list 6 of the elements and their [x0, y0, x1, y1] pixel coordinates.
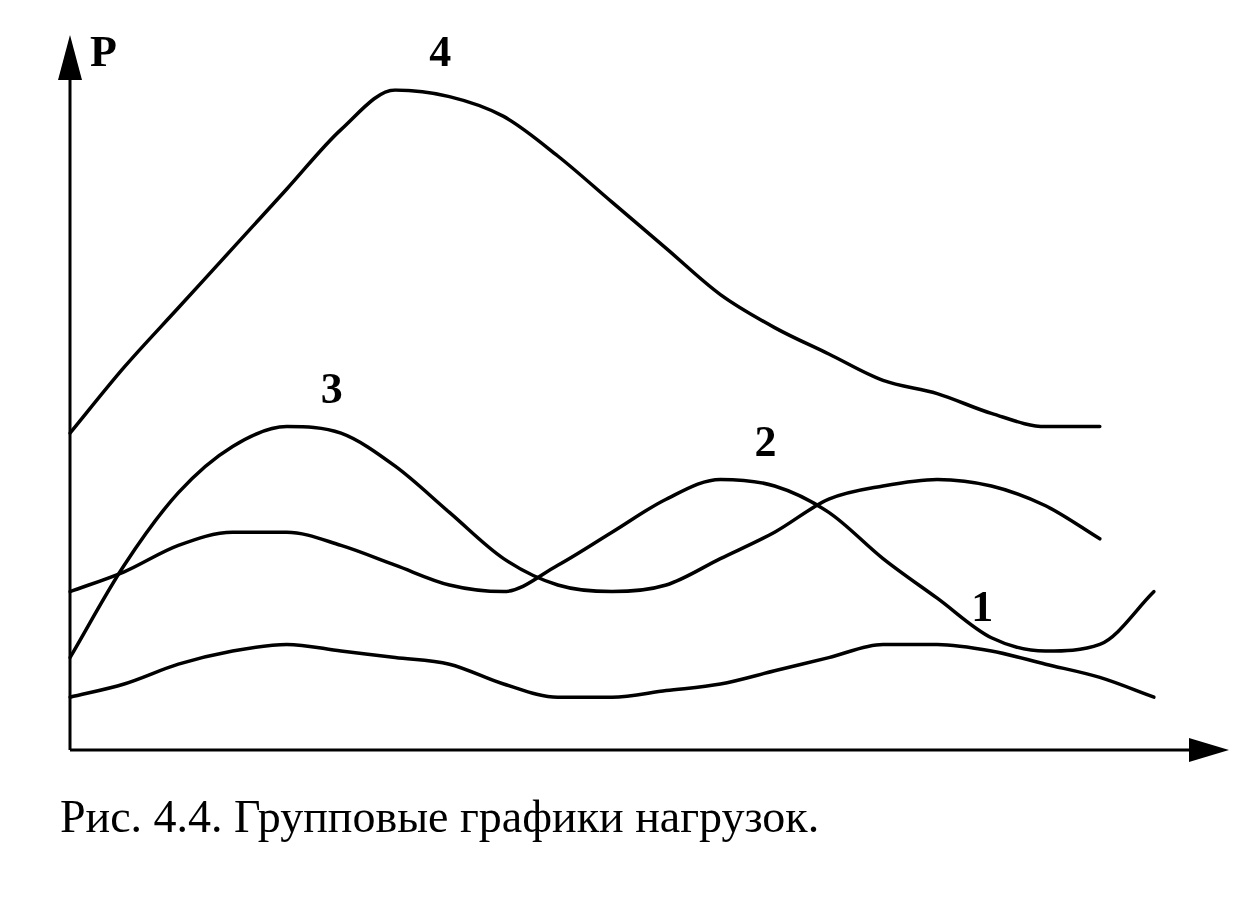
series-label: 1	[971, 581, 994, 631]
y-axis-title: P	[90, 27, 117, 77]
series-label: 3	[320, 363, 343, 413]
series-label: 4	[429, 27, 452, 77]
text: Рис. 4.4. Групповые графики нагрузок.	[60, 790, 820, 843]
series-label: 2	[754, 416, 777, 466]
